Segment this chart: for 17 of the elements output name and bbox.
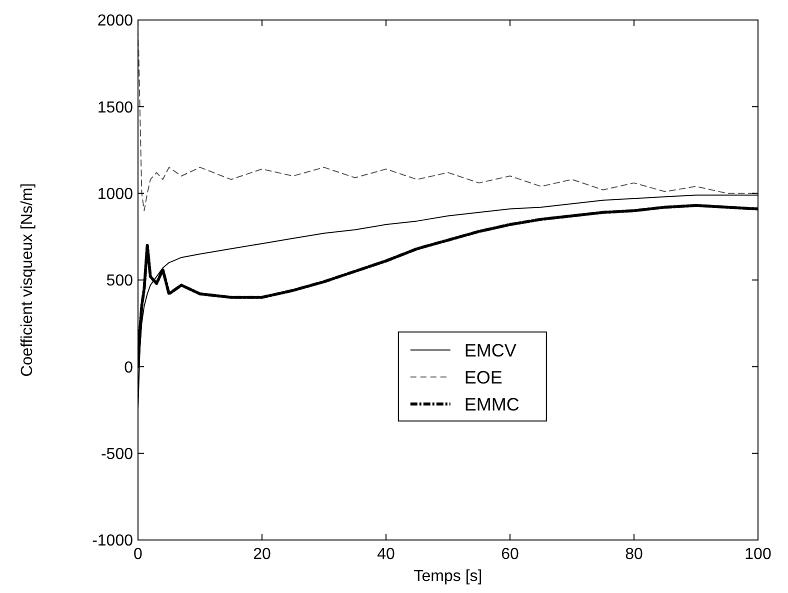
x-tick-label: 80 xyxy=(625,546,643,563)
y-tick-label: -1000 xyxy=(92,532,134,550)
y-tick-label: 1000 xyxy=(97,186,134,203)
y-tick-label: -500 xyxy=(100,446,134,463)
y-tick-label: 0 xyxy=(124,359,134,376)
x-tick-label: 100 xyxy=(744,546,772,563)
y-tick-label: 2000 xyxy=(97,12,134,30)
x-axis-title: Temps [s] xyxy=(414,568,482,585)
legend-label: EMMC xyxy=(464,394,520,414)
legend-label: EMCV xyxy=(464,340,516,360)
x-tick-label: 40 xyxy=(377,546,395,563)
y-tick-label: 1500 xyxy=(97,99,134,116)
x-tick-label: 60 xyxy=(501,546,519,563)
y-tick-label: 500 xyxy=(106,272,134,290)
x-tick-label: 20 xyxy=(253,546,271,563)
legend-label: EOE xyxy=(464,367,502,388)
y-axis-title: Coefficient visqueux [Ns/m] xyxy=(19,183,36,377)
